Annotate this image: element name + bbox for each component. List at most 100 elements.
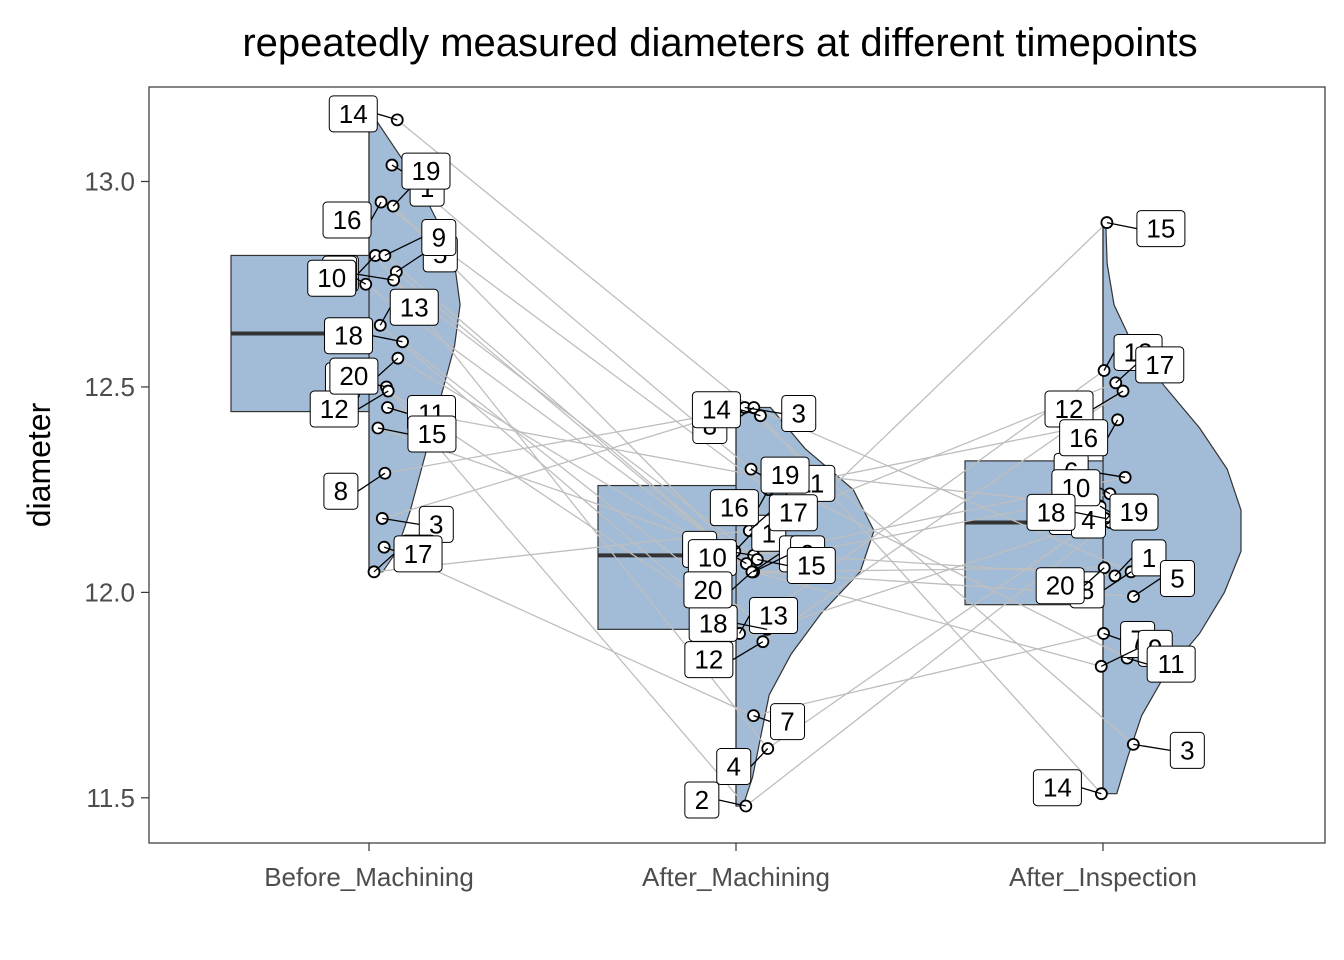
label-box-18-After_Inspection: [1026, 493, 1076, 531]
point-label-20-After_Inspection: 20: [1046, 571, 1075, 601]
label-box-14-After_Inspection: [1032, 769, 1082, 807]
label-leader-18-After_Machining: [737, 622, 768, 630]
x-tick-label-After_Inspection: After_Inspection: [1009, 862, 1197, 892]
point-label-10-After_Machining: 10: [698, 543, 727, 573]
connector-line-13-1: [379, 324, 740, 634]
label-box-18-Before_Machining: [324, 317, 374, 355]
label-leader-9-Before_Machining: [384, 236, 423, 257]
label-leader-10-After_Machining: [736, 557, 747, 565]
point-label-19-After_Machining: 19: [771, 460, 800, 490]
label-leader-1-After_Machining: [734, 532, 753, 552]
label-box-19-After_Inspection: [1109, 493, 1159, 531]
label-box-5-After_Inspection: [1159, 559, 1195, 597]
point-label-5-After_Inspection: 5: [1170, 563, 1184, 593]
connector-line-9-1: [384, 254, 755, 573]
label-leader-15-After_Machining: [757, 558, 788, 567]
label-leader-6-Before_Machining: [356, 273, 394, 281]
point-9-Before_Machining: [378, 249, 392, 262]
label-leader-12-Before_Machining: [357, 390, 389, 410]
label-leader-14-After_Inspection: [1081, 787, 1102, 795]
label-box-20-After_Inspection: [1035, 567, 1085, 605]
point-label-18-After_Inspection: 18: [1037, 497, 1066, 527]
label-box-15-Before_Machining: [407, 415, 457, 453]
point-label-4-After_Inspection: 4: [1081, 505, 1095, 535]
y-tick-label: 12.0: [84, 577, 135, 607]
point-label-15-Before_Machining: 15: [417, 419, 446, 449]
label-leader-11-Before_Machining: [387, 406, 408, 415]
point-label-18-After_Machining: 18: [699, 608, 728, 638]
label-box-15-After_Machining: [786, 547, 836, 584]
label-box-15-After_Inspection: [1136, 210, 1186, 248]
point-label-4-After_Machining: 4: [727, 752, 741, 782]
label-leader-14-After_Machining: [740, 409, 761, 417]
point-label-7-After_Machining: 7: [780, 707, 794, 737]
label-box-3-After_Machining: [781, 394, 817, 432]
label-leader-12-After_Machining: [732, 641, 764, 661]
label-box-10-Before_Machining: [307, 259, 357, 297]
point-label-12-Before_Machining: 12: [320, 394, 349, 424]
label-box-14-Before_Machining: [328, 95, 378, 133]
label-box-16-After_Inspection: [1059, 419, 1109, 457]
label-leader-13-Before_Machining: [379, 306, 391, 326]
point-label-1-After_Inspection: 1: [1142, 543, 1156, 573]
label-box-4-After_Machining: [716, 748, 752, 785]
label-box-20-Before_Machining: [329, 357, 379, 395]
point-label-15-After_Machining: 15: [797, 551, 826, 581]
connector-line-4-2: [767, 501, 1123, 750]
label-leader-18-After_Inspection: [1074, 511, 1106, 520]
point-label-15-After_Inspection: 15: [1146, 214, 1175, 244]
label-leader-5-After_Machining: [752, 553, 780, 573]
label-box-8-Before_Machining: [323, 472, 359, 510]
label-box-7-After_Machining: [770, 703, 806, 741]
label-box-17-After_Machining: [768, 494, 818, 532]
connector-line-9-2: [753, 571, 1102, 667]
label-box-16-After_Machining: [709, 489, 759, 527]
label-leader-17-After_Machining: [748, 512, 770, 532]
connector-line-14-1: [396, 119, 761, 417]
point-label-18-Before_Machining: 18: [334, 321, 363, 351]
label-leader-8-After_Inspection: [1103, 571, 1132, 591]
label-box-16-Before_Machining: [322, 201, 372, 239]
label-leader-4-Before_Machining: [357, 255, 376, 274]
point-label-20-Before_Machining: 20: [339, 361, 368, 391]
point-label-17-After_Machining: 17: [779, 498, 808, 528]
label-leader-19-After_Machining: [750, 468, 762, 476]
point-label-14-Before_Machining: 14: [339, 99, 368, 129]
label-leader-9-After_Inspection: [1100, 647, 1139, 667]
point-label-9-Before_Machining: 9: [432, 222, 446, 252]
label-leader-20-Before_Machining: [377, 357, 399, 377]
label-leader-14-Before_Machining: [377, 113, 398, 121]
point-label-10-Before_Machining: 10: [317, 263, 346, 293]
connector-line-18-2: [766, 517, 1106, 630]
label-leader-7-After_Machining: [753, 715, 771, 723]
label-leader-10-After_Inspection: [1099, 487, 1111, 495]
label-leader-10-Before_Machining: [355, 277, 367, 285]
point-label-17-After_Inspection: 17: [1145, 350, 1174, 380]
point-label-16-Before_Machining: 16: [333, 205, 362, 235]
point-label-17-Before_Machining: 17: [404, 539, 433, 569]
y-axis-label: diameter: [21, 402, 57, 527]
point-label-16-After_Machining: 16: [720, 493, 749, 523]
label-leader-3-After_Inspection: [1133, 743, 1171, 752]
point-label-14-After_Machining: 14: [702, 395, 731, 425]
label-leader-8-Before_Machining: [357, 472, 386, 492]
label-leader-3-After_Machining: [744, 406, 782, 415]
label-box-19-After_Machining: [760, 456, 810, 494]
connector-line-5-1: [395, 271, 753, 573]
y-tick-label: 13.0: [84, 167, 135, 197]
panel-border: [148, 86, 1326, 844]
plot-area: 1112223334445556667778889991010101111111…: [84, 86, 1326, 892]
label-leader-5-Before_Machining: [395, 253, 424, 273]
label-leader-16-After_Inspection: [1107, 419, 1119, 439]
point-label-12-After_Inspection: 12: [1055, 394, 1084, 424]
label-leader-17-After_Inspection: [1115, 364, 1137, 384]
point-label-11-After_Inspection: 11: [1158, 649, 1185, 679]
label-leader-19-Before_Machining: [391, 164, 403, 172]
connector-line-11-2: [766, 476, 1128, 659]
connector-line-2-1: [385, 386, 747, 807]
label-leader-15-Before_Machining: [377, 427, 409, 435]
connector-line-7-1: [383, 546, 754, 717]
label-leader-17-Before_Machining: [373, 553, 395, 573]
label-leader-11-After_Inspection: [1126, 657, 1148, 665]
point-label-3-Before_Machining: 3: [429, 509, 443, 539]
